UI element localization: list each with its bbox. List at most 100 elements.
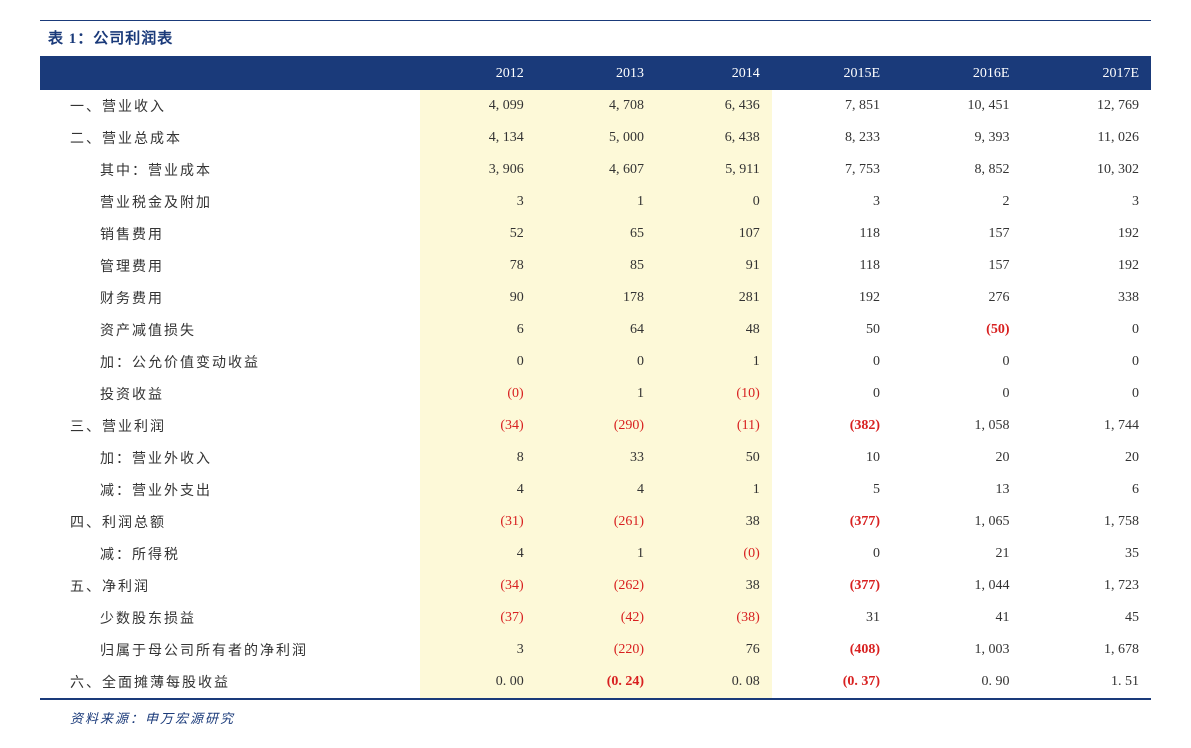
header-year-2016E: 2016E	[892, 58, 1021, 90]
row-label: 其中：营业成本	[40, 154, 420, 186]
cell: 178	[536, 282, 656, 314]
cell: 9, 393	[892, 122, 1021, 154]
cell: 35	[1021, 538, 1151, 570]
cell: 0	[892, 346, 1021, 378]
cell: 1, 744	[1021, 410, 1151, 442]
cell: 0	[656, 186, 772, 218]
cell: 118	[772, 218, 892, 250]
cell: 78	[420, 250, 536, 282]
cell: 1	[536, 186, 656, 218]
cell: 8, 233	[772, 122, 892, 154]
table-row: 一、营业收入4, 0994, 7086, 4367, 85110, 45112,…	[40, 90, 1151, 122]
row-label: 三、营业利润	[40, 410, 420, 442]
row-label: 财务费用	[40, 282, 420, 314]
cell: 118	[772, 250, 892, 282]
cell: 48	[656, 314, 772, 346]
cell: (377)	[772, 506, 892, 538]
cell: 6	[1021, 474, 1151, 506]
cell: (0)	[420, 378, 536, 410]
cell: 5	[772, 474, 892, 506]
header-label-col	[40, 58, 420, 90]
row-label: 二、营业总成本	[40, 122, 420, 154]
cell: 1, 003	[892, 634, 1021, 666]
cell: 0	[1021, 378, 1151, 410]
header-year-2012: 2012	[420, 58, 536, 90]
cell: 20	[1021, 442, 1151, 474]
table-row: 少数股东损益(37)(42)(38)314145	[40, 602, 1151, 634]
table-row: 六、全面摊薄每股收益0. 00(0. 24)0. 08(0. 37)0. 901…	[40, 666, 1151, 698]
cell: 4, 134	[420, 122, 536, 154]
row-label: 资产减值损失	[40, 314, 420, 346]
cell: (0. 37)	[772, 666, 892, 698]
cell: 90	[420, 282, 536, 314]
table-row: 其中：营业成本3, 9064, 6075, 9117, 7538, 85210,…	[40, 154, 1151, 186]
header-year-2013: 2013	[536, 58, 656, 90]
cell: 4	[420, 474, 536, 506]
row-label: 销售费用	[40, 218, 420, 250]
row-label: 少数股东损益	[40, 602, 420, 634]
cell: (34)	[420, 570, 536, 602]
table-row: 四、利润总额(31)(261)38(377)1, 0651, 758	[40, 506, 1151, 538]
cell: 4	[420, 538, 536, 570]
cell: 85	[536, 250, 656, 282]
cell: 8	[420, 442, 536, 474]
cell: (408)	[772, 634, 892, 666]
cell: 4, 708	[536, 90, 656, 122]
cell: 7, 753	[772, 154, 892, 186]
table-title-row: 表 1：公司利润表	[40, 20, 1151, 56]
income-statement-table: 2012201320142015E2016E2017E 一、营业收入4, 099…	[40, 58, 1151, 698]
cell: 1. 51	[1021, 666, 1151, 698]
header-year-2017E: 2017E	[1021, 58, 1151, 90]
cell: 0	[772, 346, 892, 378]
cell: (50)	[892, 314, 1021, 346]
row-label: 六、全面摊薄每股收益	[40, 666, 420, 698]
cell: 1	[656, 346, 772, 378]
row-label: 投资收益	[40, 378, 420, 410]
cell: (0. 24)	[536, 666, 656, 698]
cell: 6, 438	[656, 122, 772, 154]
cell: 5, 911	[656, 154, 772, 186]
cell: 3	[772, 186, 892, 218]
cell: (10)	[656, 378, 772, 410]
table-row: 三、营业利润(34)(290)(11)(382)1, 0581, 744	[40, 410, 1151, 442]
cell: 1, 723	[1021, 570, 1151, 602]
cell: 6	[420, 314, 536, 346]
cell: 52	[420, 218, 536, 250]
cell: 0	[772, 538, 892, 570]
cell: (37)	[420, 602, 536, 634]
table-row: 归属于母公司所有者的净利润3(220)76(408)1, 0031, 678	[40, 634, 1151, 666]
cell: (261)	[536, 506, 656, 538]
cell: (31)	[420, 506, 536, 538]
cell: 0. 90	[892, 666, 1021, 698]
row-label: 四、利润总额	[40, 506, 420, 538]
cell: 21	[892, 538, 1021, 570]
cell: 11, 026	[1021, 122, 1151, 154]
cell: 65	[536, 218, 656, 250]
cell: (377)	[772, 570, 892, 602]
cell: 10, 302	[1021, 154, 1151, 186]
cell: 1	[536, 538, 656, 570]
table-title: 表 1：公司利润表	[48, 27, 173, 48]
row-label: 加：营业外收入	[40, 442, 420, 474]
source-text: 资料来源：申万宏源研究	[70, 711, 235, 726]
cell: 6, 436	[656, 90, 772, 122]
table-header: 2012201320142015E2016E2017E	[40, 58, 1151, 90]
cell: 12, 769	[1021, 90, 1151, 122]
cell: 1, 758	[1021, 506, 1151, 538]
cell: 1, 058	[892, 410, 1021, 442]
cell: 157	[892, 250, 1021, 282]
cell: 38	[656, 570, 772, 602]
cell: 20	[892, 442, 1021, 474]
cell: 76	[656, 634, 772, 666]
cell: 4, 607	[536, 154, 656, 186]
table-row: 投资收益(0)1(10)000	[40, 378, 1151, 410]
cell: 31	[772, 602, 892, 634]
cell: 0	[772, 378, 892, 410]
cell: 0. 00	[420, 666, 536, 698]
table-body: 一、营业收入4, 0994, 7086, 4367, 85110, 45112,…	[40, 90, 1151, 698]
source-row: 资料来源：申万宏源研究	[40, 698, 1151, 728]
row-label: 营业税金及附加	[40, 186, 420, 218]
cell: 0	[892, 378, 1021, 410]
cell: (290)	[536, 410, 656, 442]
table-row: 资产减值损失6644850(50)0	[40, 314, 1151, 346]
